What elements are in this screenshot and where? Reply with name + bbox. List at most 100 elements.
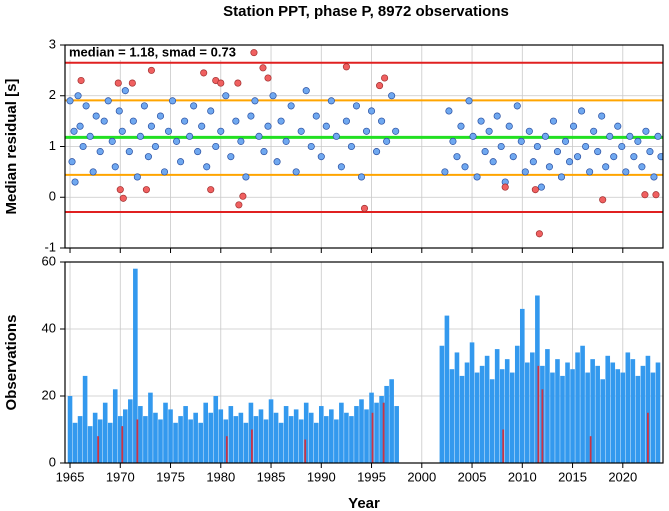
bar xyxy=(128,399,133,463)
bar xyxy=(278,422,284,463)
data-point xyxy=(641,191,649,199)
data-point xyxy=(77,76,85,85)
data-point xyxy=(260,148,268,156)
bar xyxy=(615,369,621,463)
data-point xyxy=(477,117,485,125)
bar xyxy=(117,416,123,463)
data-point xyxy=(74,92,82,100)
bar xyxy=(519,308,525,463)
x-tick-label: 2015 xyxy=(558,469,587,484)
bar xyxy=(273,412,279,463)
bar xyxy=(233,416,239,463)
data-point xyxy=(485,127,493,135)
bar xyxy=(359,399,364,463)
data-point xyxy=(322,122,330,130)
bar xyxy=(382,402,385,463)
data-point xyxy=(501,183,509,191)
data-point xyxy=(570,122,578,130)
data-point xyxy=(108,137,116,145)
data-point xyxy=(388,92,396,100)
bar xyxy=(213,396,219,463)
x-tick-label: 1995 xyxy=(357,469,386,484)
bar xyxy=(248,402,254,463)
bar xyxy=(153,412,158,463)
bar xyxy=(449,369,455,463)
data-point xyxy=(235,201,243,209)
bar xyxy=(193,412,198,463)
y-tick-label: 1 xyxy=(49,138,56,153)
bar xyxy=(565,362,570,463)
data-point xyxy=(118,127,126,135)
bar xyxy=(479,365,485,463)
data-point xyxy=(606,132,614,140)
bar xyxy=(459,375,465,463)
data-point xyxy=(561,137,570,145)
plot-frame xyxy=(64,44,664,249)
data-point xyxy=(116,186,124,194)
data-point xyxy=(342,117,350,125)
bar xyxy=(318,406,324,463)
data-point xyxy=(578,107,586,115)
bar xyxy=(600,379,605,463)
data-point xyxy=(586,168,594,176)
data-point xyxy=(614,122,622,130)
data-point xyxy=(160,168,169,176)
bar xyxy=(178,416,183,463)
data-point xyxy=(332,132,340,140)
bar xyxy=(208,412,214,463)
bar xyxy=(494,349,500,463)
bar xyxy=(313,422,319,463)
data-point xyxy=(634,137,642,145)
bar xyxy=(640,365,646,463)
x-tick-label: 2020 xyxy=(608,469,637,484)
data-point xyxy=(489,158,497,166)
bar xyxy=(509,372,515,463)
bar xyxy=(82,375,88,463)
data-point xyxy=(250,49,258,57)
bar xyxy=(198,422,203,463)
data-point xyxy=(104,97,112,105)
data-point xyxy=(292,168,300,176)
bar xyxy=(258,409,264,463)
data-point xyxy=(168,97,177,105)
y-tick-label: 40 xyxy=(42,320,56,335)
bar xyxy=(173,422,178,463)
data-point xyxy=(642,127,650,135)
y-tick-label: 2 xyxy=(49,87,56,102)
data-point xyxy=(618,142,626,151)
bar xyxy=(514,345,520,463)
data-point xyxy=(481,148,489,156)
data-point xyxy=(360,204,369,212)
data-point xyxy=(66,97,74,105)
bar xyxy=(67,396,73,463)
data-point xyxy=(186,132,194,140)
data-point xyxy=(217,79,225,87)
data-point xyxy=(582,142,590,151)
bar xyxy=(77,416,83,463)
data-point xyxy=(307,142,315,151)
bar xyxy=(545,349,550,463)
bar xyxy=(439,345,445,463)
data-point xyxy=(594,148,602,156)
bar xyxy=(394,406,399,463)
bar xyxy=(228,406,234,463)
data-point xyxy=(565,158,574,166)
data-point xyxy=(203,163,211,171)
bar xyxy=(97,436,100,463)
data-point xyxy=(392,127,400,135)
data-point xyxy=(378,117,386,125)
data-point xyxy=(646,148,654,156)
bar xyxy=(650,372,656,463)
data-point xyxy=(136,132,144,140)
x-tick-label: 2010 xyxy=(508,469,537,484)
bar xyxy=(389,379,394,463)
data-point xyxy=(164,127,173,135)
bar xyxy=(143,416,148,463)
bar xyxy=(243,422,249,463)
data-point xyxy=(610,153,618,161)
data-point xyxy=(513,102,521,110)
data-point xyxy=(352,102,361,110)
data-point xyxy=(453,153,461,161)
data-point xyxy=(327,97,335,105)
y-tick-label: 3 xyxy=(49,36,56,51)
